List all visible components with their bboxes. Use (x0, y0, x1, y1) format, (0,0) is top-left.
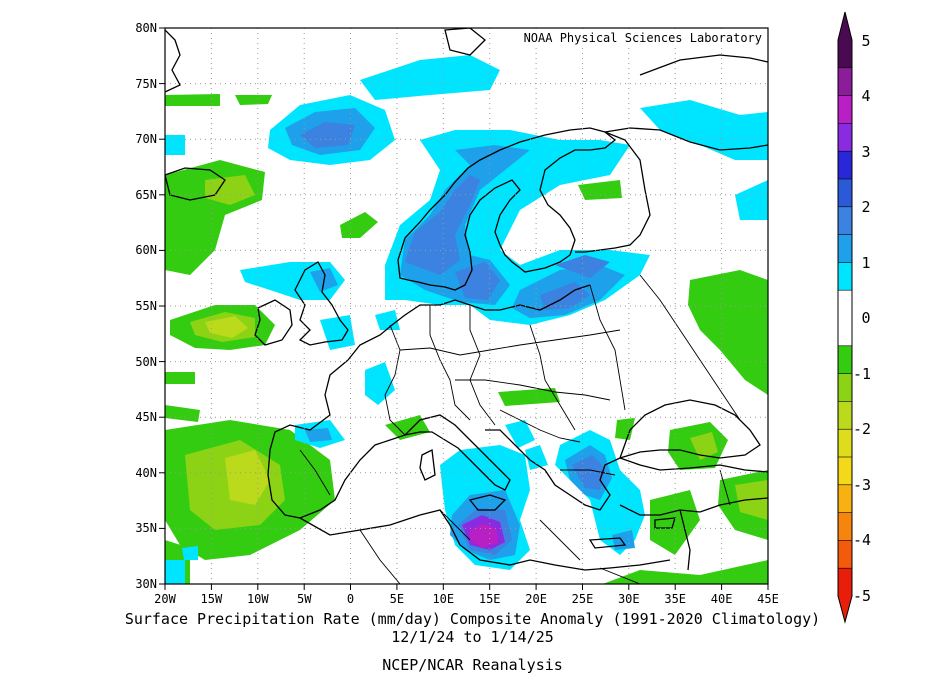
france-iberia-coast (267, 359, 406, 519)
colorbar-labels: 5 4 3 2 1 0 -1 -2 -3 -4 -5 (853, 32, 871, 605)
sardinia (419, 449, 436, 481)
lat-label: 45N (135, 410, 157, 424)
lon-label: 40E (711, 592, 733, 606)
lon-label: 15E (479, 592, 501, 606)
colorbar-band (838, 40, 852, 69)
lat-label: 50N (135, 355, 157, 369)
sicily (468, 494, 507, 511)
colorbar-band (838, 540, 852, 569)
russia-north-coast (604, 127, 768, 151)
colorbar-label: 5 (861, 32, 870, 50)
colorbar-label: 0 (861, 309, 870, 327)
levant-coast (679, 509, 691, 571)
colorbar-band (838, 95, 852, 124)
ireland (254, 299, 293, 346)
italy (403, 414, 511, 491)
great-britain (294, 261, 349, 346)
colorbar-label: -4 (853, 531, 871, 549)
colorbar-band (838, 457, 852, 486)
colorbar-label: -1 (853, 365, 871, 383)
map-caption-dates: 12/1/24 to 1/14/25 (391, 628, 554, 646)
credit-background (505, 29, 767, 47)
lon-label: 35E (664, 592, 686, 606)
colorbar-band (838, 401, 852, 430)
lon-label: 20W (154, 592, 176, 606)
lon-label: 0 (347, 592, 354, 606)
lat-label: 35N (135, 521, 157, 535)
lat-label: 55N (135, 299, 157, 313)
country-borders (299, 274, 741, 584)
lon-label: 10E (432, 592, 454, 606)
lon-label: 20E (525, 592, 547, 606)
turkey-south-coast (619, 497, 768, 516)
lon-label: 15W (201, 592, 223, 606)
lon-label: 5W (297, 592, 312, 606)
lat-label: 80N (135, 21, 157, 35)
iceland (165, 167, 226, 201)
gridlines (165, 28, 768, 584)
adriatic-balkans (485, 429, 621, 511)
lat-label: 40N (135, 466, 157, 480)
colorbar-band (838, 429, 852, 458)
lon-label: 10W (247, 592, 269, 606)
anomaly-shading (165, 55, 768, 584)
lon-label: 5E (390, 592, 404, 606)
lat-label: 75N (135, 77, 157, 91)
scandinavia-coast (397, 127, 617, 291)
colorbar-band (838, 512, 852, 541)
colorbar-outline (837, 11, 853, 624)
colorbar-band (838, 484, 852, 514)
colorbar-band (838, 345, 852, 375)
colorbar-band (838, 234, 852, 263)
credit-label: NOAA Physical Sciences Laboratory (524, 31, 762, 45)
colorbar-band (838, 290, 852, 319)
colorbar-band (838, 318, 852, 347)
north-africa-coast (299, 509, 671, 571)
lon-label: 45E (757, 592, 779, 606)
colorbar-label: -3 (853, 476, 871, 494)
colorbar-label: 3 (861, 143, 870, 161)
colorbar-min-arrow (838, 596, 852, 622)
colorbar-band (838, 568, 852, 597)
colorbar-band (838, 206, 852, 236)
lat-label: 65N (135, 188, 157, 202)
colorbar-max-arrow (838, 12, 852, 40)
coastlines (165, 28, 768, 571)
colorbar-band (838, 123, 852, 152)
lon-label: 25E (572, 592, 594, 606)
novaya-zemlya (639, 54, 768, 76)
lon-label: 30E (618, 592, 640, 606)
lat-label: 70N (135, 132, 157, 146)
russia-dry-region (688, 270, 768, 395)
colorbar-band (838, 67, 852, 97)
colorbar-band (838, 179, 852, 208)
latitude-labels: 30N 35N 40N 45N 50N 55N 60N 65N 70N 75N … (135, 21, 157, 591)
cyprus (654, 517, 676, 529)
europe-west-coast (347, 284, 591, 361)
lat-label: 60N (135, 243, 157, 257)
colorbar-label: 4 (861, 87, 870, 105)
map-caption-source: NCEP/NCAR Reanalysis (382, 656, 563, 674)
greenland-east (165, 29, 181, 93)
colorbar-band (838, 262, 852, 291)
colorbar-band (838, 373, 852, 402)
colorbar-label: -2 (853, 420, 871, 438)
turkey-coast (619, 457, 768, 473)
longitude-labels: 20W 15W 10W 5W 0 5E 10E 15E 20E 25E 30E … (154, 592, 779, 606)
colorbar-label: -5 (853, 587, 871, 605)
colorbar-label: 2 (861, 198, 870, 216)
crete (588, 537, 627, 549)
black-sea (618, 399, 761, 459)
colorbar-band (838, 151, 852, 180)
colorbar (837, 11, 853, 624)
wet-max-core (470, 523, 498, 548)
colorbar-label: 1 (861, 254, 870, 272)
axis-ticks (159, 27, 769, 590)
map-caption-title: Surface Precipitation Rate (mm/day) Comp… (124, 610, 821, 628)
lat-label: 30N (135, 577, 157, 591)
